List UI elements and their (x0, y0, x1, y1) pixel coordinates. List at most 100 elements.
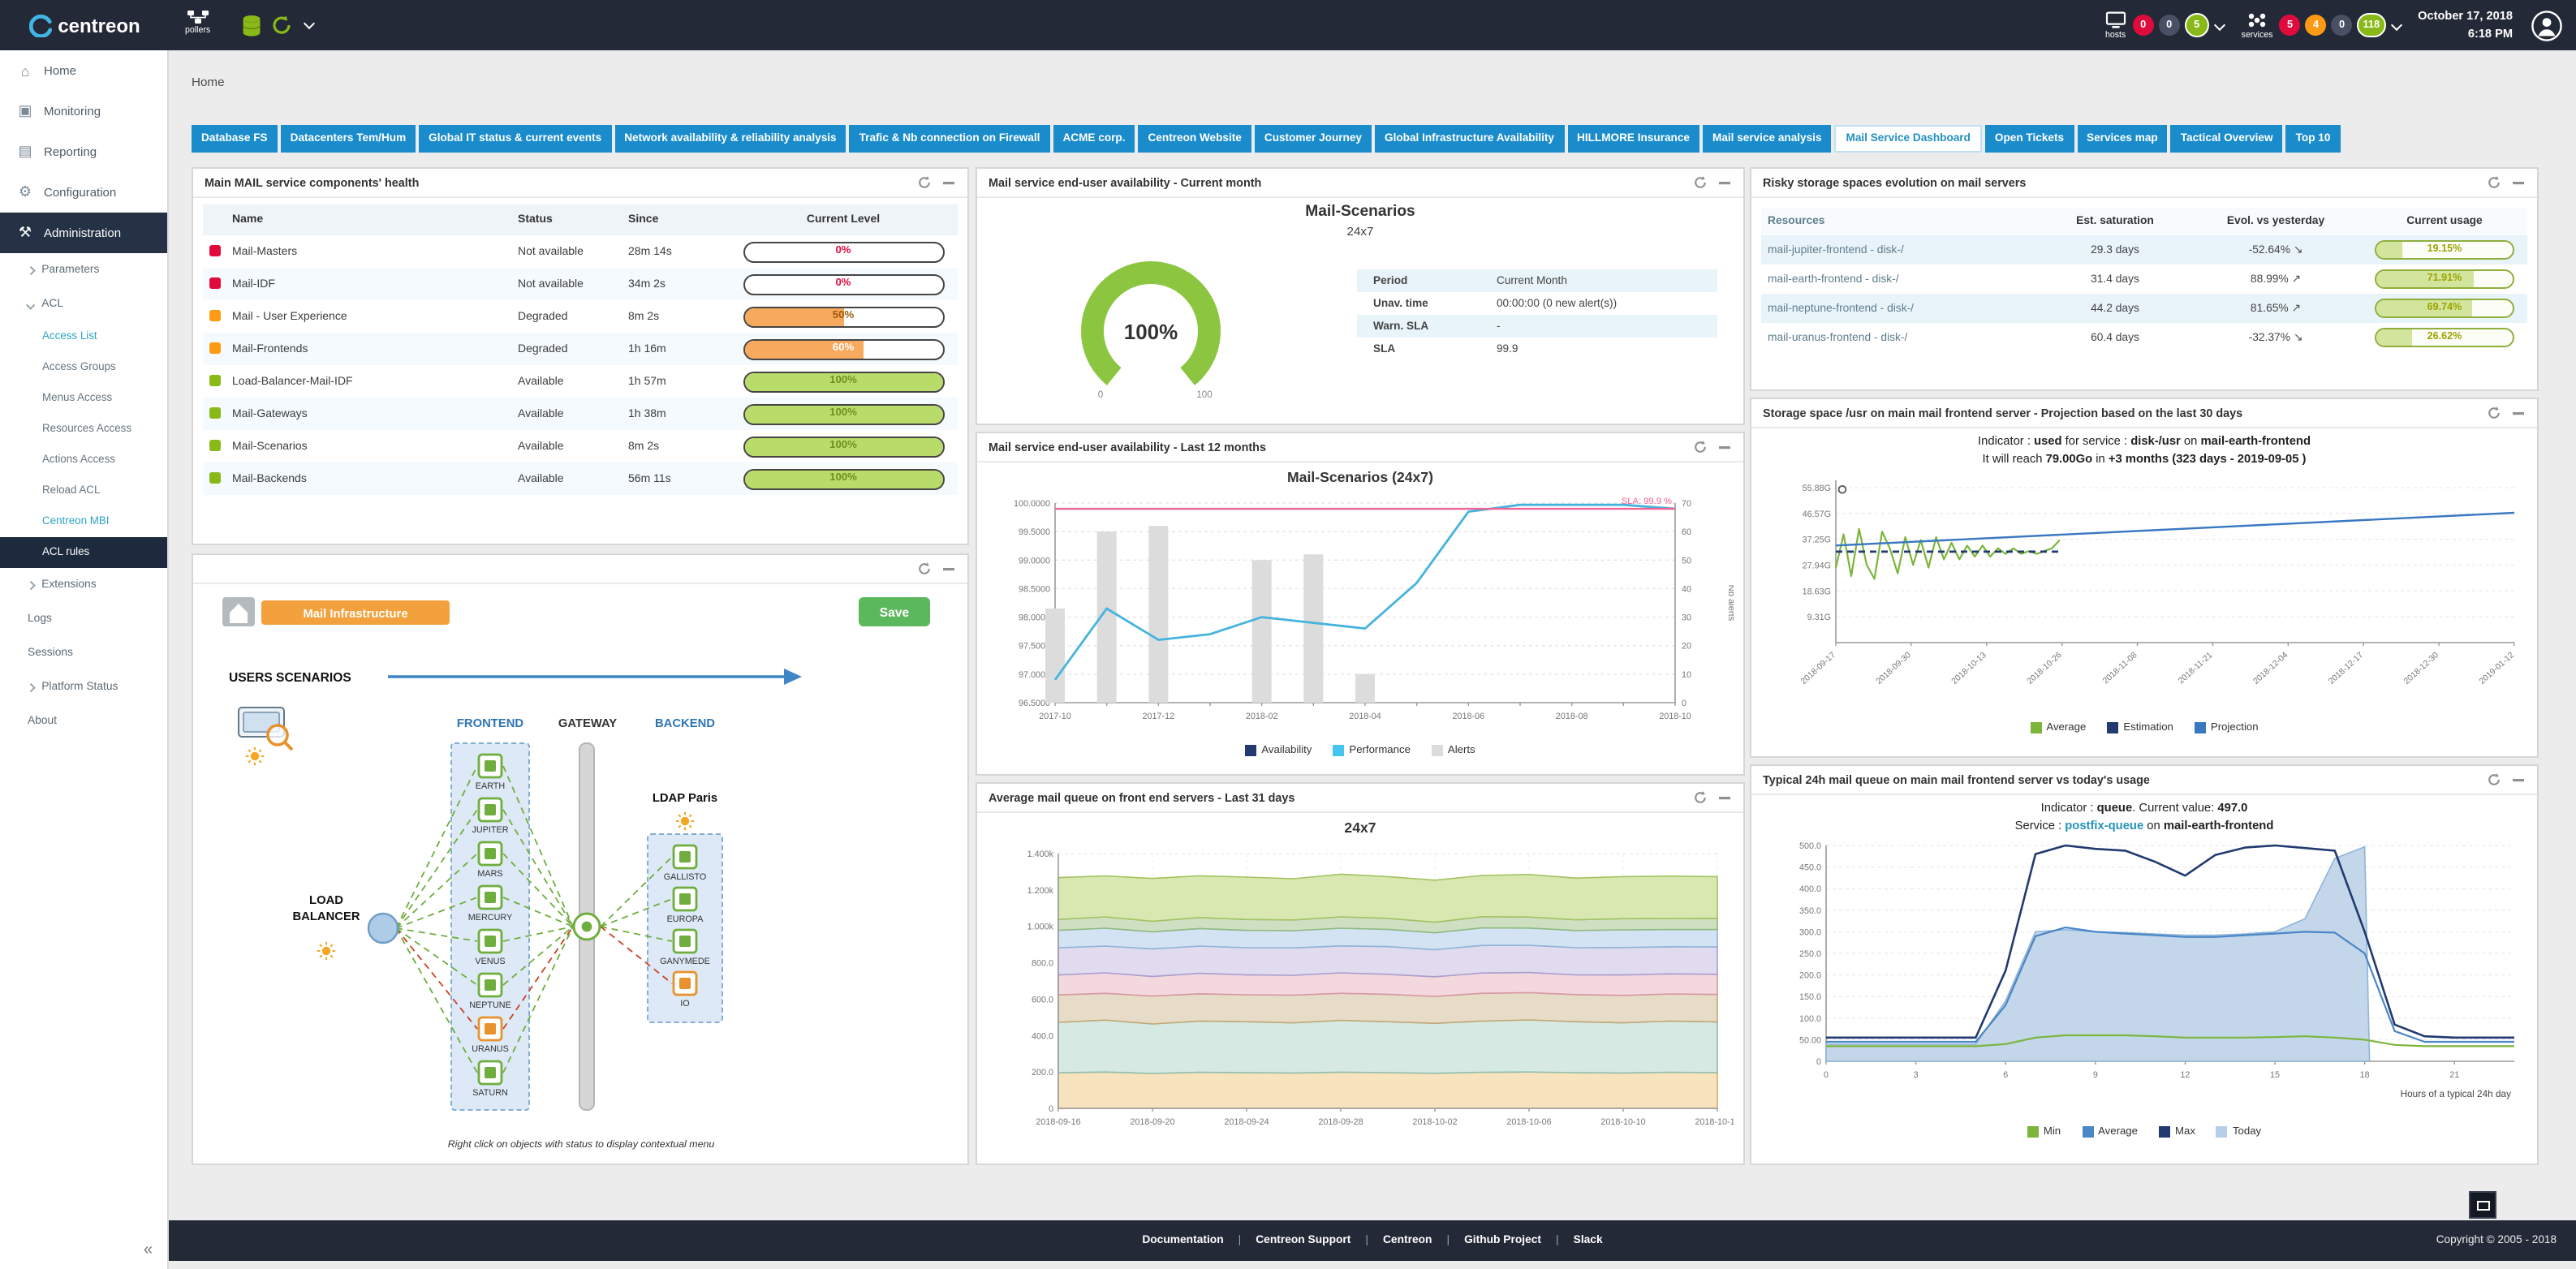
tab-global-it-status-current-events[interactable]: Global IT status & current events (419, 125, 612, 153)
refresh-icon[interactable] (917, 561, 932, 576)
sidebar-item-configuration[interactable]: ⚙ Configuration (0, 172, 167, 213)
collapse-icon[interactable] (1717, 790, 1732, 805)
tab-tactical-overview[interactable]: Tactical Overview (2170, 125, 2283, 153)
status-badge[interactable]: 0 (2132, 15, 2154, 36)
status-badge[interactable]: 5 (2279, 15, 2301, 36)
sidebar-item-home[interactable]: ⌂ Home (0, 50, 167, 91)
tab-hillmore-insurance[interactable]: HILLMORE Insurance (1567, 125, 1699, 153)
status-badge[interactable]: 0 (2158, 15, 2180, 36)
collapse-icon[interactable] (941, 561, 956, 576)
sidebar-subitem-platform-status[interactable]: Platform Status (0, 670, 167, 704)
table-row[interactable]: mail-uranus-frontend - disk-/ 60.4 days -3… (1761, 323, 2527, 352)
infrastructure-chip[interactable] (261, 600, 450, 625)
refresh-icon[interactable] (2487, 406, 2501, 420)
table-row[interactable]: Load-Balancer-Mail-IDF Available 1h 57m 100… (203, 365, 958, 398)
fullscreen-button[interactable] (2469, 1191, 2496, 1219)
collapse-icon[interactable] (2511, 772, 2526, 787)
pollers-chevron-icon[interactable] (303, 17, 316, 30)
breadcrumb[interactable]: Home (192, 75, 225, 89)
services-status[interactable]: services 5 4 0 118 (2242, 11, 2402, 40)
collapse-icon[interactable] (941, 175, 956, 190)
collapse-icon[interactable] (1717, 175, 1732, 190)
sidebar-item-reporting[interactable]: ▤ Reporting (0, 131, 167, 172)
refresh-icon[interactable] (1693, 175, 1708, 190)
sidebar-subitem-resources-access[interactable]: Resources Access (0, 414, 167, 445)
footer-link-documentation[interactable]: Documentation (1142, 1235, 1224, 1246)
status-badge[interactable]: 5 (2184, 13, 2209, 37)
table-row[interactable]: Mail-Gateways Available 1h 38m 100% (203, 398, 958, 430)
refresh-icon[interactable] (917, 175, 932, 190)
collapse-icon[interactable] (2511, 175, 2526, 190)
tab-global-infrastructure-availability[interactable]: Global Infrastructure Availability (1375, 125, 1564, 153)
sidebar-subitem-acl-rules[interactable]: ACL rules (0, 537, 167, 568)
tab-customer-journey[interactable]: Customer Journey (1254, 125, 1372, 153)
sidebar-item-administration[interactable]: ⚒ Administration (0, 213, 167, 253)
sidebar-subitem-logs[interactable]: Logs (0, 602, 167, 636)
sidebar-subitem-about[interactable]: About (0, 704, 167, 738)
table-row[interactable]: mail-neptune-frontend - disk-/ 44.2 days 8… (1761, 294, 2527, 323)
table-row[interactable]: Mail-IDF Not available 34m 2s 0% (203, 268, 958, 300)
svg-text:2018-09-28: 2018-09-28 (1318, 1117, 1363, 1127)
table-row[interactable]: Mail - User Experience Degraded 8m 2s 50% (203, 300, 958, 333)
refresh-icon[interactable] (2487, 175, 2501, 190)
refresh-icon[interactable] (1693, 440, 1708, 454)
poller-database-icon[interactable] (242, 15, 261, 37)
sidebar-subitem-access-groups[interactable]: Access Groups (0, 352, 167, 383)
info-row: Warn. SLA - (1357, 315, 1717, 338)
footer-link-slack[interactable]: Slack (1573, 1235, 1603, 1246)
footer-link-centreon-support[interactable]: Centreon Support (1256, 1235, 1351, 1246)
pollers-menu[interactable]: pollers (185, 10, 210, 36)
table-row[interactable]: mail-jupiter-frontend - disk-/ 29.3 days -… (1761, 235, 2527, 265)
table-row[interactable]: Mail-Masters Not available 28m 14s 0% (203, 235, 958, 268)
tab-trafic-nb-connection-on-firewall[interactable]: Trafic & Nb connection on Firewall (849, 125, 1050, 153)
tab-services-map[interactable]: Services map (2077, 125, 2168, 153)
poller-refresh-icon[interactable] (271, 15, 292, 36)
component-name: Mail-Backends (232, 473, 307, 484)
tab-network-availability-reliability-analysis[interactable]: Network availability & reliability analy… (614, 125, 846, 153)
sidebar-subitem-actions-access[interactable]: Actions Access (0, 445, 167, 475)
save-button[interactable] (859, 597, 930, 626)
status-badge[interactable]: 118 (2357, 13, 2386, 37)
status-badge[interactable]: 4 (2305, 15, 2327, 36)
hosts-chevron-icon[interactable] (2213, 19, 2225, 32)
user-avatar-icon[interactable] (2531, 9, 2563, 41)
footer-link-centreon[interactable]: Centreon (1382, 1235, 1432, 1246)
tab-mail-service-dashboard[interactable]: Mail Service Dashboard (1834, 125, 1982, 153)
tab-top-10[interactable]: Top 10 (2285, 125, 2341, 153)
svg-text:30: 30 (1682, 613, 1691, 623)
tab-open-tickets[interactable]: Open Tickets (1984, 125, 2074, 153)
tab-mail-service-analysis[interactable]: Mail service analysis (1703, 125, 1832, 153)
component-since: 34m 2s (628, 278, 666, 290)
tab-acme-corp-[interactable]: ACME corp. (1053, 125, 1135, 153)
centreon-logo[interactable]: centreon (0, 0, 169, 50)
refresh-icon[interactable] (2487, 772, 2501, 787)
sidebar-subitem-access-list[interactable]: Access List (0, 321, 167, 352)
sidebar-collapse-button[interactable]: « (143, 1241, 153, 1259)
sidebar-subitem-acl[interactable]: ACL (0, 287, 167, 321)
status-badge[interactable]: 0 (2331, 15, 2353, 36)
sidebar-subitem-reload-acl[interactable]: Reload ACL (0, 475, 167, 506)
svg-text:2019-01-12: 2019-01-12 (2478, 651, 2516, 686)
tab-centreon-website[interactable]: Centreon Website (1138, 125, 1251, 153)
sidebar-subitem-extensions[interactable]: Extensions (0, 568, 167, 602)
collapse-icon[interactable] (1717, 440, 1732, 454)
tab-database-fs[interactable]: Database FS (192, 125, 278, 153)
sidebar-subitem-sessions[interactable]: Sessions (0, 636, 167, 670)
tab-datacenters-tem-hum[interactable]: Datacenters Tem/Hum (280, 125, 416, 153)
collapse-icon[interactable] (2511, 406, 2526, 420)
table-row[interactable]: mail-earth-frontend - disk-/ 31.4 days 88.… (1761, 265, 2527, 294)
refresh-icon[interactable] (1693, 790, 1708, 805)
sidebar-item-monitoring[interactable]: ▣ Monitoring (0, 91, 167, 131)
table-row[interactable]: Mail-Backends Available 56m 11s 100% (203, 462, 958, 495)
svg-text:1.200k: 1.200k (1027, 886, 1054, 896)
svg-text:Save: Save (880, 606, 910, 620)
table-row[interactable]: Mail-Frontends Degraded 1h 16m 60% (203, 333, 958, 365)
footer-link-github-project[interactable]: Github Project (1464, 1235, 1542, 1246)
svg-text:300.0: 300.0 (1799, 927, 1821, 937)
sidebar-subitem-parameters[interactable]: Parameters (0, 253, 167, 287)
sidebar-subitem-centreon-mbi[interactable]: Centreon MBI (0, 506, 167, 537)
sidebar-subitem-menus-access[interactable]: Menus Access (0, 383, 167, 414)
table-row[interactable]: Mail-Scenarios Available 8m 2s 100% (203, 430, 958, 462)
services-chevron-icon[interactable] (2390, 19, 2402, 32)
